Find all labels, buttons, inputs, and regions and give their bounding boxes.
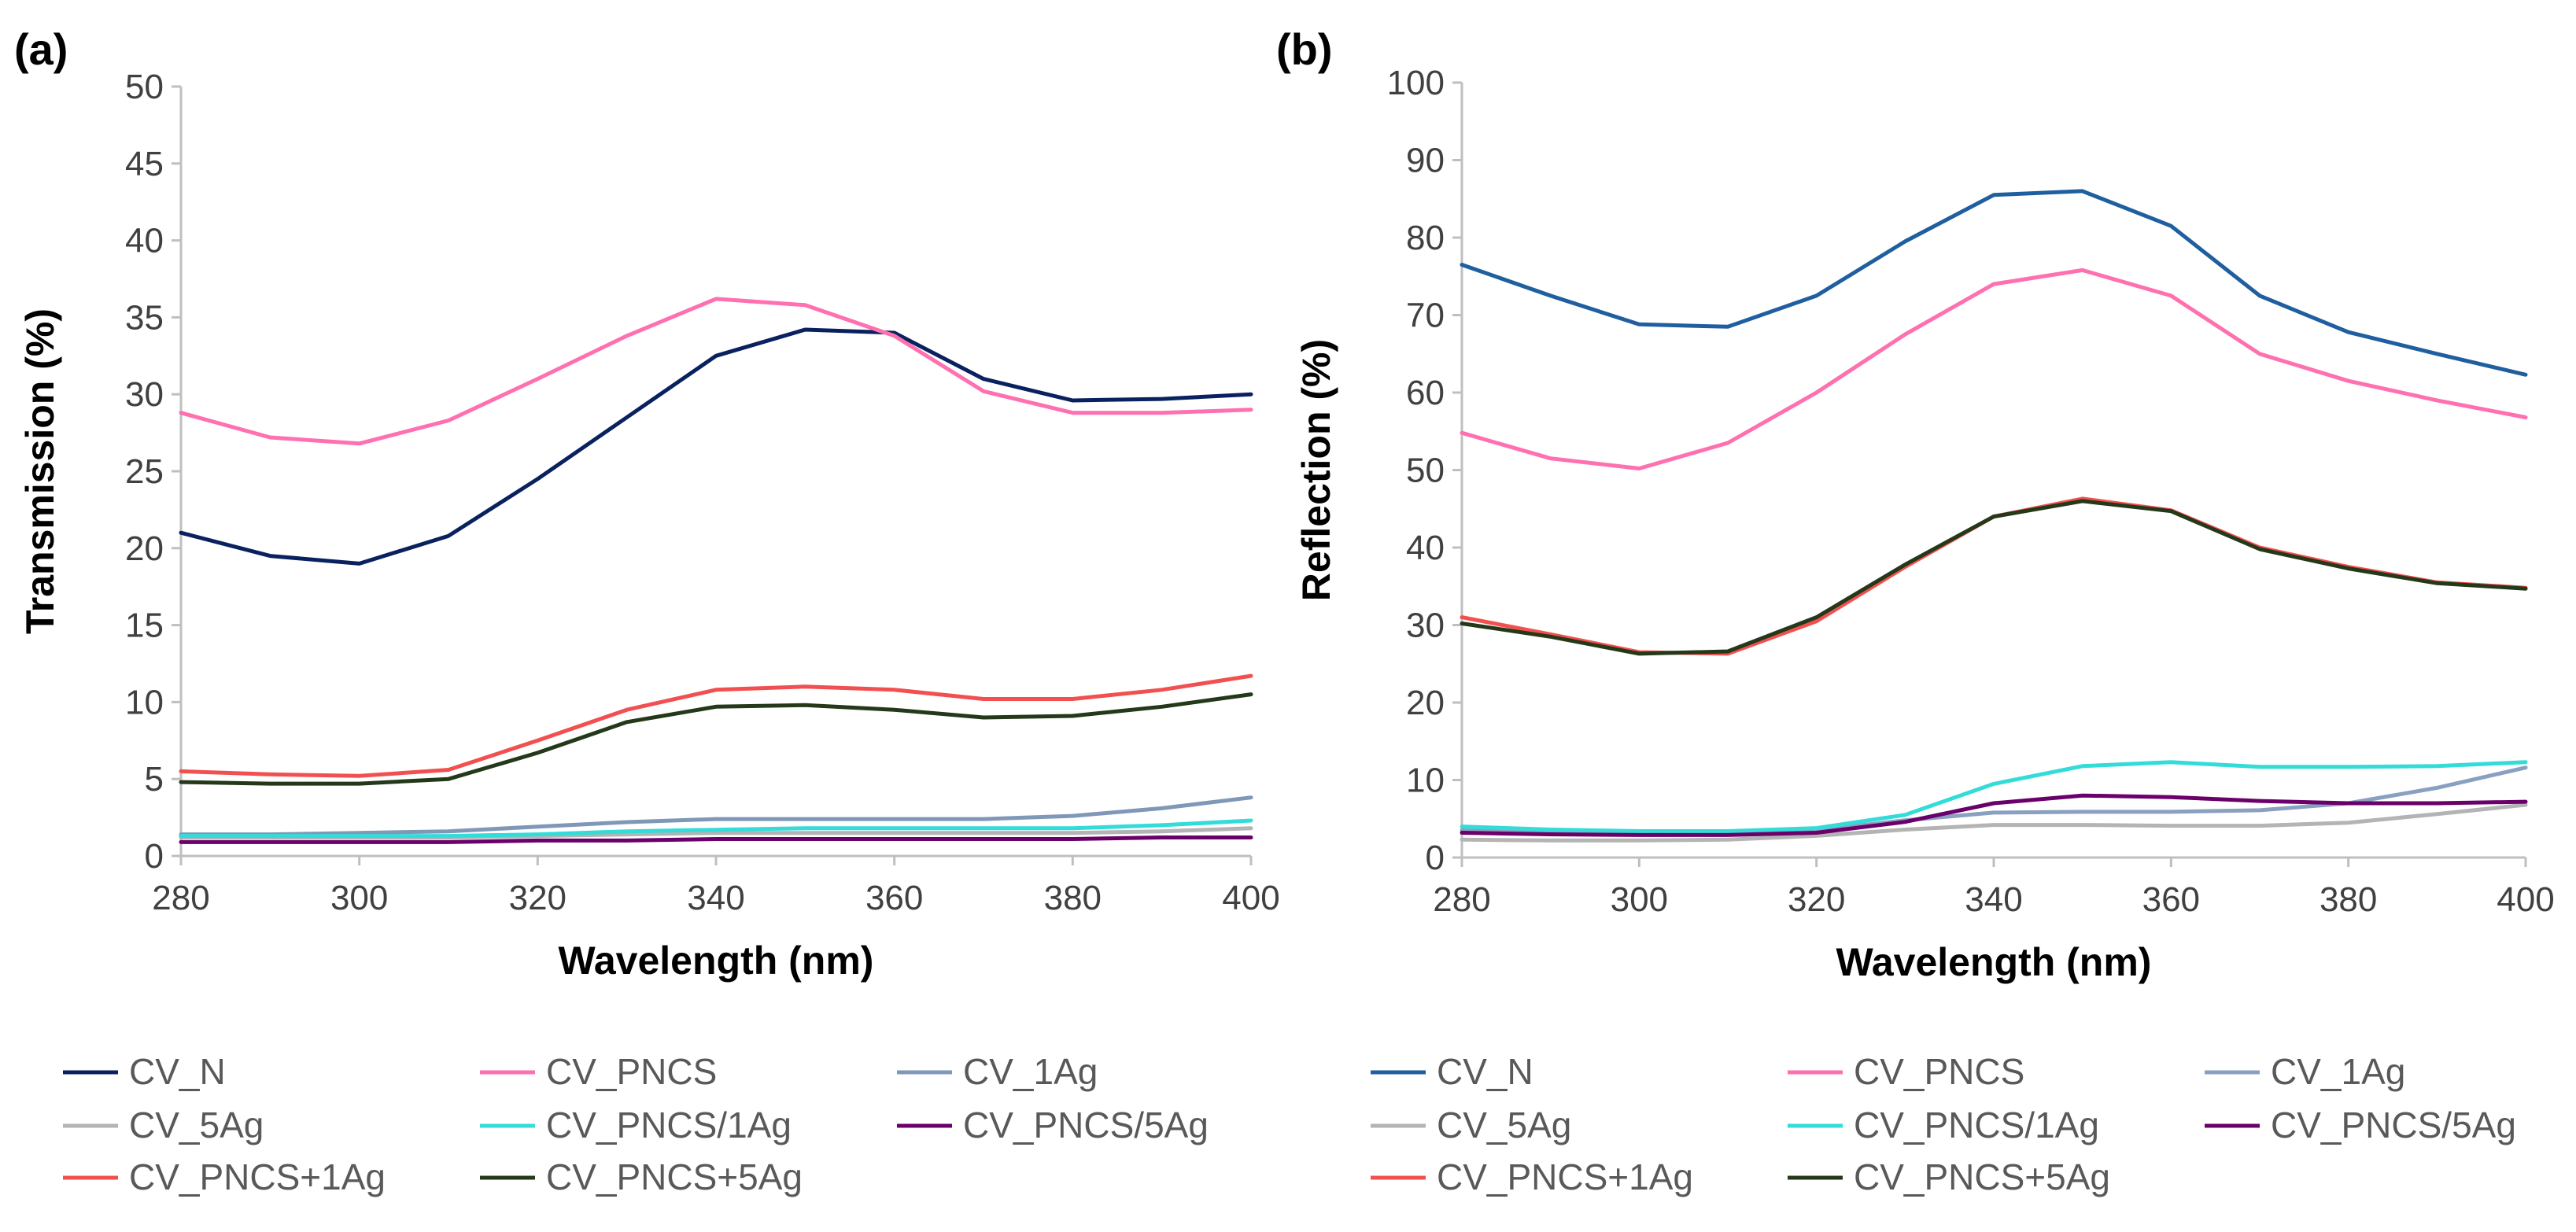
- y-tick-label: 25: [125, 452, 164, 491]
- x-tick-label: 360: [2142, 880, 2200, 919]
- series-line-cv-n: [1460, 189, 2528, 377]
- panel-label: (a): [14, 24, 68, 74]
- series-line-cv-pncs-5ag: [1460, 793, 2528, 837]
- legend-label-cv-pncs-1ag: CV_PNCS/1Ag: [1854, 1105, 2099, 1145]
- legend-label-cv-pncs-1ag: CV_PNCS+1Ag: [1437, 1156, 1693, 1197]
- y-tick-label: 30: [1406, 607, 1445, 645]
- y-tick-label: 40: [125, 222, 164, 260]
- y-tick-label: 10: [1406, 762, 1445, 800]
- series-line-cv-pncs: [1460, 267, 2528, 470]
- x-tick-label: 340: [1965, 880, 2022, 919]
- legend-label-cv-pncs: CV_PNCS: [1854, 1051, 2024, 1092]
- x-tick-label: 300: [330, 879, 388, 917]
- y-tick-label: 40: [1406, 529, 1445, 567]
- y-tick-label: 0: [145, 837, 164, 876]
- y-tick-label: 5: [145, 760, 164, 799]
- legend-label-cv-5ag: CV_5Ag: [1437, 1105, 1571, 1145]
- x-tick-label: 400: [2497, 880, 2554, 919]
- y-tick-label: 100: [1387, 64, 1445, 102]
- series-line-cv-pncs-1ag: [179, 673, 1253, 778]
- y-tick-label: 45: [125, 145, 164, 183]
- legend-label-cv-5ag: CV_5Ag: [129, 1105, 264, 1145]
- x-tick-label: 280: [1433, 880, 1490, 919]
- y-tick-label: 70: [1406, 297, 1445, 335]
- series-line-cv-pncs-5ag: [179, 692, 1253, 786]
- legend-label-cv-n: CV_N: [129, 1051, 226, 1092]
- y-tick-label: 50: [1406, 452, 1445, 490]
- y-tick-label: 10: [125, 683, 164, 721]
- legend-label-cv-pncs-5ag: CV_PNCS/5Ag: [963, 1105, 1209, 1145]
- chart-panel-b: (b) 0 10 20 30 40 50 60 70 80 90 100 280 300 320 340 360…: [1276, 24, 2555, 1197]
- series-line-cv-pncs-5ag: [1460, 499, 2528, 656]
- y-tick-label: 20: [125, 529, 164, 568]
- legend-label-cv-pncs-5ag: CV_PNCS+5Ag: [546, 1156, 803, 1197]
- x-tick-label: 380: [2320, 880, 2377, 919]
- legend: CV_N CV_PNCS CV_1Ag CV_5Ag CV_PNCS/1Ag CV_PNC…: [63, 1051, 1209, 1197]
- legend-label-cv-pncs-5ag: CV_PNCS/5Ag: [2271, 1105, 2516, 1145]
- x-tick-label: 320: [509, 879, 566, 917]
- x-tick-label: 360: [865, 879, 923, 917]
- x-tick-label: 280: [152, 879, 209, 917]
- y-tick-label: 80: [1406, 219, 1445, 257]
- series-line-cv-pncs-5ag: [179, 835, 1253, 844]
- y-axis-title: Reflection (%): [1294, 339, 1338, 601]
- series-line-cv-pncs: [179, 297, 1253, 446]
- y-tick-label: 50: [125, 68, 164, 106]
- legend-label-cv-n: CV_N: [1437, 1051, 1533, 1092]
- series-line-cv-1ag: [179, 795, 1253, 837]
- x-tick-label: 380: [1044, 879, 1102, 917]
- y-tick-label: 15: [125, 607, 164, 645]
- series-line-cv-pncs-1ag: [1460, 496, 2528, 656]
- legend-label-cv-pncs-1ag: CV_PNCS+1Ag: [129, 1156, 386, 1197]
- series-line-cv-n: [179, 327, 1253, 566]
- y-tick-label: 30: [125, 375, 164, 414]
- panel-label: (b): [1276, 24, 1333, 74]
- x-axis-title: Wavelength (nm): [1836, 940, 2152, 984]
- y-tick-label: 60: [1406, 374, 1445, 412]
- y-tick-label: 20: [1406, 684, 1445, 722]
- x-tick-label: 300: [1611, 880, 1668, 919]
- y-tick-label: 90: [1406, 142, 1445, 180]
- series-line-cv-1ag: [1460, 765, 2528, 835]
- y-tick-label: 0: [1426, 839, 1445, 877]
- legend-label-cv-1ag: CV_1Ag: [2271, 1051, 2405, 1092]
- series-line-cv-pncs-1ag: [179, 818, 1253, 839]
- x-tick-label: 320: [1788, 880, 1845, 919]
- legend-label-cv-pncs: CV_PNCS: [546, 1051, 717, 1092]
- x-tick-label: 400: [1222, 879, 1279, 917]
- legend-label-cv-1ag: CV_1Ag: [963, 1051, 1098, 1092]
- legend-label-cv-pncs-1ag: CV_PNCS/1Ag: [546, 1105, 792, 1145]
- x-tick-label: 340: [687, 879, 744, 917]
- legend: CV_N CV_PNCS CV_1Ag CV_5Ag CV_PNCS/1Ag CV_PNC…: [1371, 1051, 2516, 1197]
- series-line-cv-pncs-1ag: [1460, 760, 2528, 833]
- x-axis-title: Wavelength (nm): [559, 939, 874, 983]
- legend-label-cv-pncs-5ag: CV_PNCS+5Ag: [1854, 1156, 2110, 1197]
- y-tick-label: 35: [125, 298, 164, 337]
- y-axis-title: Transmission (%): [18, 308, 62, 634]
- series-line-cv-5ag: [1460, 802, 2528, 843]
- chart-panel-a: (a) 0 5 10 15 20 25 30 35 40 45 50 280 300 320 340 360 38…: [14, 24, 1280, 1197]
